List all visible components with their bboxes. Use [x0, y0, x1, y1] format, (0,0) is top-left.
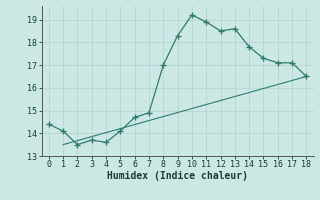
X-axis label: Humidex (Indice chaleur): Humidex (Indice chaleur): [107, 171, 248, 181]
